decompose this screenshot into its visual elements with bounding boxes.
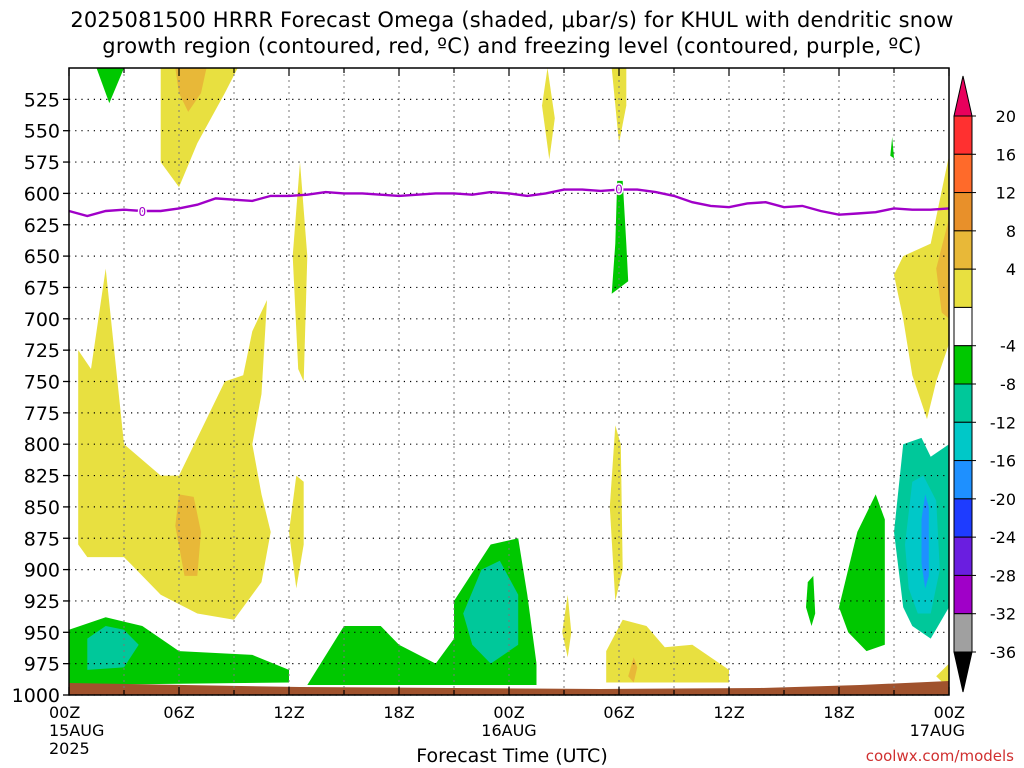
y-tick-label-525: 525 — [24, 89, 60, 111]
y-tick-label-800: 800 — [24, 434, 60, 456]
chart-title-line-2: growth region (contoured, red, ºC) and f… — [102, 34, 922, 58]
y-tick-label-700: 700 — [24, 309, 60, 331]
shaded-region-sinking-motion-5-7z-870 — [175, 494, 201, 576]
shaded-region-upward-motion-29-30z-650 — [611, 180, 629, 294]
colorbar-band-9 — [953, 460, 973, 500]
colorbar-label-0: 20 — [996, 107, 1016, 126]
credit-text: coolwx.com/models — [865, 747, 1014, 765]
x-tick-label-48: 00Z — [934, 703, 965, 722]
y-tick-label-925: 925 — [24, 591, 60, 613]
colorbar-band-5 — [953, 306, 973, 347]
shaded-region-sinking-motion-6-7z-520 — [175, 68, 207, 112]
colorbar-label-11: -28 — [990, 566, 1016, 585]
colorbar: 20 16 12 8 4 -4 -8 -12 -16 -20 -24 -28 -32 -36 — [953, 75, 1016, 693]
colorbar-label-2: 12 — [996, 184, 1016, 203]
shaded-region-upward-motion-45z-575 — [890, 137, 894, 159]
colorbar-label-12: -32 — [990, 605, 1016, 624]
shaded-region-sinking-motion-12-13z-860 — [289, 475, 304, 589]
y-axis: 525 550 575 600 625 650 675 700 725 750 775 800 825 8… — [12, 89, 69, 707]
freezing-level-label-0: 0 — [139, 205, 147, 219]
x-tick-label-12: 12Z — [273, 703, 304, 722]
colorbar-band-6 — [953, 345, 973, 385]
shaded-region-sinking-motion-47-48z-650 — [936, 218, 949, 319]
grid-layer — [69, 68, 949, 696]
shaded-region-upward-motion-21-25z-930 — [463, 560, 519, 664]
y-tick-label-575: 575 — [24, 152, 60, 174]
colorbar-label-3: 8 — [1006, 222, 1016, 241]
freezing-level-label-1: 0 — [615, 183, 623, 197]
shaded-region-sinking-motion-27z-940 — [562, 594, 572, 658]
y-tick-label-875: 875 — [24, 528, 60, 550]
x-tick-label-36: 12Z — [713, 703, 744, 722]
y-tick-label-625: 625 — [24, 215, 60, 237]
y-tick-label-1000: 1000 — [12, 685, 60, 707]
y-tick-label-775: 775 — [24, 403, 60, 425]
x-tick-label-24: 00Z — [493, 703, 524, 722]
shaded-region-sinking-motion-0-11z-800 — [78, 268, 271, 620]
x-tick-label-30: 06Z — [603, 703, 634, 722]
y-tick-label-675: 675 — [24, 277, 60, 299]
colorbar-band-10 — [953, 498, 973, 538]
y-tick-label-825: 825 — [24, 466, 60, 488]
colorbar-label-10: -24 — [990, 528, 1016, 547]
colorbar-band-13 — [953, 613, 973, 653]
shaded-region-upward-motion-42-45z-910 — [839, 494, 885, 652]
shaded-region-sinking-motion-30-31z-980 — [628, 657, 638, 683]
shaded-region-upward-motion-40-41z-920 — [806, 575, 816, 626]
freezing-level-line — [68, 188, 950, 218]
x-tick-label-0: 00Z — [49, 703, 80, 722]
y-tick-label-950: 950 — [24, 622, 60, 644]
colorbar-label-5: -4 — [1000, 337, 1016, 356]
colorbar-band-11 — [953, 536, 973, 576]
colorbar-band-2 — [953, 192, 973, 232]
colorbar-band-4 — [953, 268, 973, 308]
x-tick-date-0: 15AUG — [49, 721, 104, 740]
shaded-region-sinking-motion-26z-520 — [542, 68, 555, 160]
y-tick-label-550: 550 — [24, 121, 60, 143]
colorbar-label-1: 16 — [996, 145, 1016, 164]
x-axis-title: Forecast Time (UTC) — [416, 745, 608, 767]
y-tick-label-900: 900 — [24, 560, 60, 582]
shaded-region-upward-motion-1-2z-530 — [96, 68, 124, 104]
y-tick-label-600: 600 — [24, 183, 60, 205]
shaded-region-upward-motion-46.5z-870 — [921, 494, 929, 589]
freezing-level-layer: 00 — [68, 181, 950, 221]
y-tick-label-650: 650 — [24, 246, 60, 268]
shaded-region-sinking-motion-29-33z-970 — [606, 619, 729, 683]
x-tick-label-18: 18Z — [383, 703, 414, 722]
x-tick-year-0: 2025 — [49, 739, 90, 758]
colorbar-band-1 — [953, 153, 973, 194]
y-tick-label-725: 725 — [24, 340, 60, 362]
colorbar-label-8: -16 — [990, 452, 1016, 471]
x-tick-label-42: 18Z — [823, 703, 854, 722]
colorbar-band-12 — [953, 574, 973, 615]
colorbar-arrow-bottom — [953, 651, 973, 693]
y-tick-label-975: 975 — [24, 654, 60, 676]
colorbar-arrow-top — [953, 75, 973, 117]
colorbar-band-8 — [953, 421, 973, 462]
colorbar-band-3 — [953, 230, 973, 270]
shaded-region-sinking-motion-12z-600 — [292, 162, 308, 382]
colorbar-band-0 — [953, 115, 973, 155]
x-tick-label-6: 06Z — [163, 703, 194, 722]
shaded-region-sinking-motion-45-48z-680 — [894, 155, 949, 420]
colorbar-label-9: -20 — [990, 490, 1016, 509]
shaded-region-sinking-motion-29-30z-830 — [609, 425, 623, 601]
omega-shading-layer — [69, 68, 949, 689]
x-tick-date-24: 16AUG — [481, 721, 536, 740]
colorbar-label-6: -8 — [1000, 375, 1016, 394]
x-tick-date-48: 17AUG — [910, 721, 965, 740]
shaded-region-upward-motion-1-3z-965 — [87, 626, 139, 670]
y-tick-label-750: 750 — [24, 372, 60, 394]
chart-title-line-1: 2025081500 HRRR Forecast Omega (shaded, … — [70, 8, 954, 32]
colorbar-label-4: 4 — [1006, 260, 1016, 279]
y-tick-label-850: 850 — [24, 497, 60, 519]
colorbar-label-13: -36 — [990, 643, 1016, 662]
colorbar-band-7 — [953, 383, 973, 423]
shaded-region-sinking-motion-5-9z-550 — [160, 68, 238, 188]
colorbar-label-7: -12 — [990, 413, 1016, 432]
